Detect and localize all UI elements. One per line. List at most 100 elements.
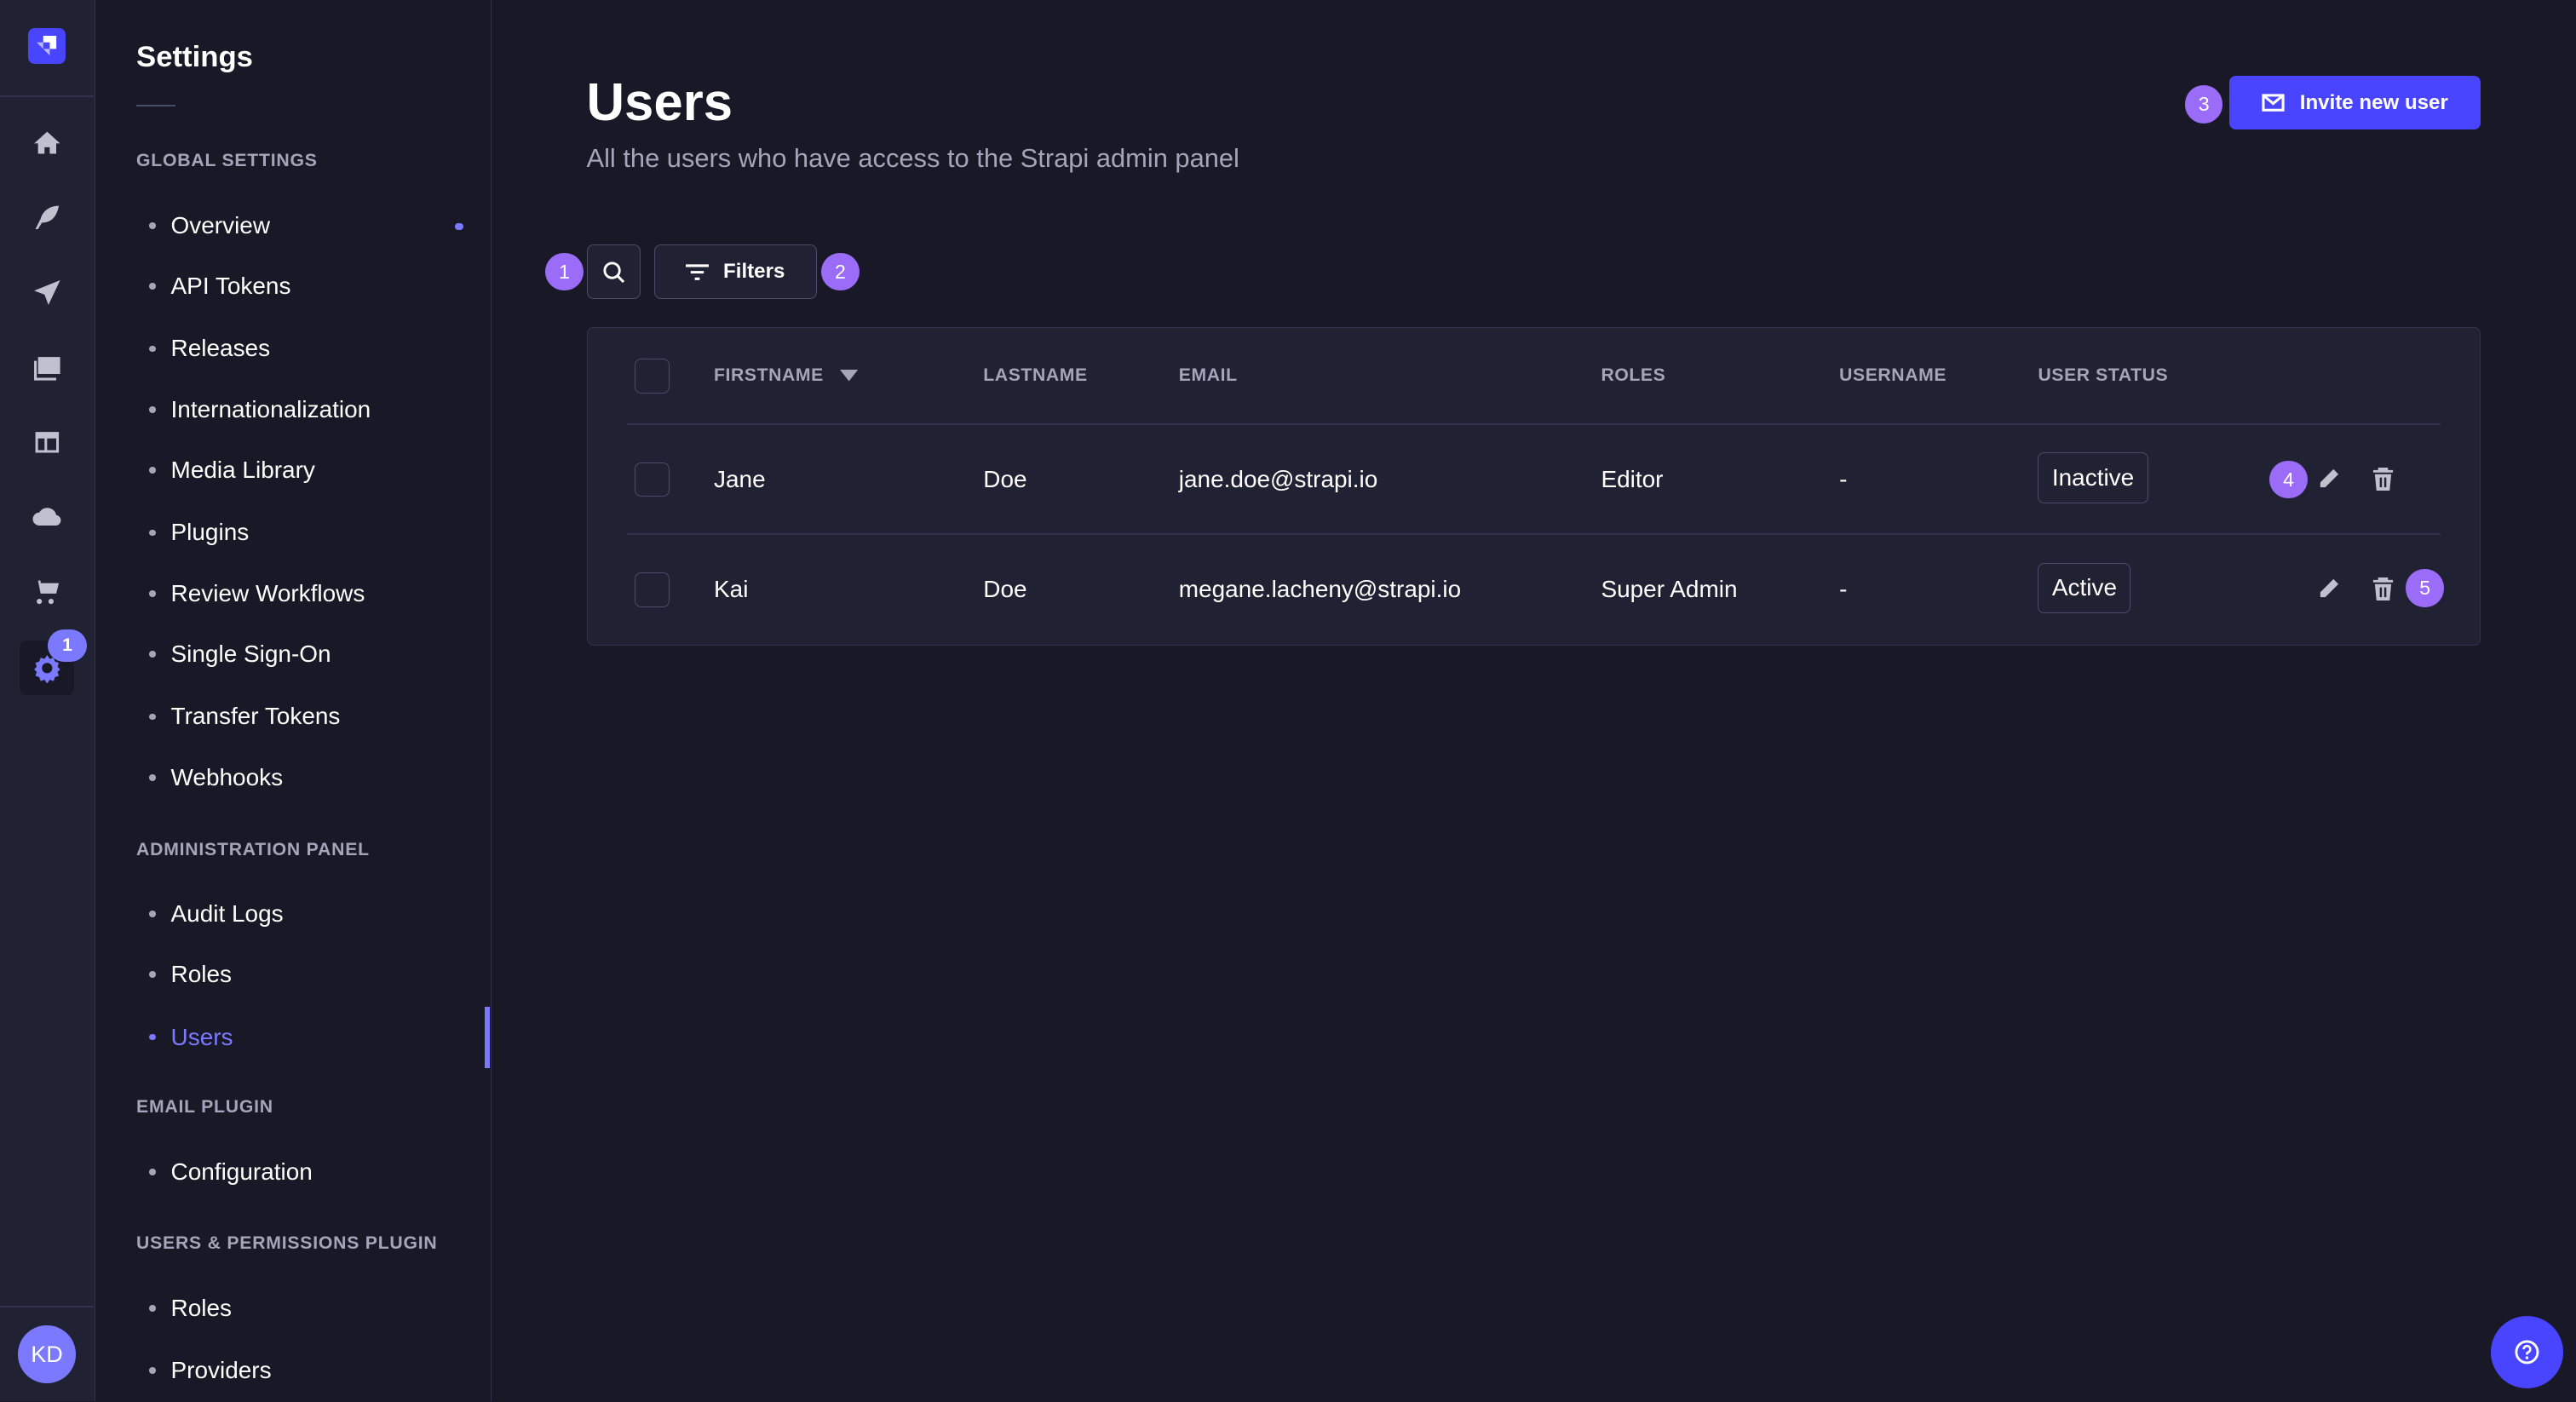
divider	[626, 532, 2441, 535]
annotation-badge: 1	[545, 253, 584, 291]
media-library-icon[interactable]	[20, 340, 74, 394]
question-icon	[2515, 1340, 2539, 1365]
page-title: Users	[586, 72, 733, 132]
sidebar-item-label: Releases	[170, 335, 271, 362]
status-badge: Active	[2038, 562, 2131, 614]
sidebar-item-configuration[interactable]: Configuration	[149, 1158, 313, 1186]
column-header-email[interactable]: EMAIL	[1178, 365, 1238, 386]
sidebar-item-label: Internationalization	[170, 395, 371, 422]
users-table: FIRSTNAME LASTNAME EMAIL ROLES USERNAME …	[586, 326, 2481, 646]
edit-pencil-icon[interactable]	[2317, 577, 2340, 600]
home-icon[interactable]	[20, 117, 74, 171]
help-button[interactable]	[2490, 1315, 2563, 1388]
cell-firstname: Jane	[714, 465, 766, 492]
sidebar-item-label: Providers	[170, 1357, 272, 1384]
page-subtitle: All the users who have access to the Str…	[586, 142, 1239, 173]
sidebar-item-label: Audit Logs	[170, 899, 284, 927]
sidebar-item-label: Users	[170, 1023, 233, 1050]
cell-email: megane.lacheny@strapi.io	[1178, 575, 1462, 602]
search-icon	[603, 261, 624, 283]
select-all-checkbox[interactable]	[635, 359, 670, 394]
sidebar-item-overview[interactable]: Overview	[149, 212, 270, 239]
column-header-username[interactable]: USERNAME	[1839, 365, 1947, 386]
sidebar-item-label: Transfer Tokens	[170, 703, 341, 730]
sidebar-item-review-workflows[interactable]: Review Workflows	[149, 580, 365, 607]
new-indicator-dot	[455, 223, 463, 230]
row-checkbox[interactable]	[635, 572, 670, 607]
annotation-badge: 3	[2185, 85, 2223, 124]
filter-icon	[685, 263, 709, 280]
divider	[626, 422, 2441, 425]
sidebar-item-roles[interactable]: Roles	[149, 961, 232, 988]
annotation-badge: 4	[2269, 460, 2308, 499]
main-nav: 1 KD	[0, 0, 95, 1402]
sidebar-item-webhooks[interactable]: Webhooks	[149, 764, 283, 791]
sidebar-item-label: Roles	[170, 961, 232, 988]
divider	[0, 95, 94, 97]
invite-new-user-button[interactable]: Invite new user	[2229, 75, 2481, 130]
strapi-logo-icon[interactable]	[27, 27, 66, 65]
sidebar-item-plugins[interactable]: Plugins	[149, 519, 249, 546]
column-header-firstname[interactable]: FIRSTNAME	[714, 365, 859, 386]
divider	[136, 105, 176, 107]
cell-lastname: Doe	[983, 465, 1027, 492]
cloud-icon[interactable]	[20, 490, 74, 544]
sidebar-item-internationalization[interactable]: Internationalization	[149, 396, 371, 423]
section-administration-panel: ADMINISTRATION PANEL	[136, 839, 370, 859]
selected-indicator	[484, 1007, 490, 1068]
filters-button[interactable]: Filters	[653, 244, 817, 299]
envelope-icon	[2262, 94, 2286, 112]
section-email-plugin: EMAIL PLUGIN	[136, 1097, 273, 1118]
sidebar-item-users[interactable]: Users	[149, 1024, 233, 1051]
row-checkbox[interactable]	[635, 462, 670, 497]
sidebar-item-up-roles[interactable]: Roles	[149, 1295, 232, 1322]
cell-lastname: Doe	[983, 575, 1027, 602]
status-badge: Inactive	[2038, 452, 2148, 504]
filters-label: Filters	[723, 260, 785, 284]
sidebar-item-label: Media Library	[170, 457, 315, 484]
sidebar-item-audit-logs[interactable]: Audit Logs	[149, 899, 284, 928]
section-users-permissions-plugin: USERS & PERMISSIONS PLUGIN	[136, 1233, 438, 1254]
content-manager-icon[interactable]	[20, 191, 74, 245]
cell-firstname: Kai	[714, 575, 749, 602]
sidebar-item-media-library[interactable]: Media Library	[149, 457, 315, 484]
sidebar-item-label: Configuration	[170, 1158, 313, 1185]
search-button[interactable]	[586, 244, 641, 299]
content-type-builder-icon[interactable]	[20, 416, 74, 470]
sidebar-item-label: Review Workflows	[170, 579, 365, 606]
trash-icon[interactable]	[2372, 577, 2395, 600]
annotation-badge: 5	[2406, 569, 2444, 607]
sidebar-item-label: Overview	[170, 211, 271, 238]
edit-pencil-icon[interactable]	[2317, 468, 2340, 491]
settings-notification-badge: 1	[47, 629, 88, 663]
marketplace-icon[interactable]	[20, 565, 74, 619]
cell-roles: Editor	[1601, 465, 1664, 492]
trash-icon[interactable]	[2372, 467, 2395, 491]
sidebar-item-api-tokens[interactable]: API Tokens	[149, 273, 290, 300]
invite-label: Invite new user	[2299, 90, 2448, 114]
annotation-badge: 2	[821, 253, 860, 291]
sidebar-item-releases[interactable]: Releases	[149, 335, 270, 362]
sidebar-item-label: Plugins	[170, 519, 250, 546]
releases-icon[interactable]	[20, 266, 74, 320]
column-header-roles: ROLES	[1601, 365, 1666, 386]
sidebar-item-providers[interactable]: Providers	[149, 1357, 272, 1384]
cell-roles: Super Admin	[1601, 575, 1738, 602]
sidebar-title: Settings	[136, 41, 253, 74]
sidebar-item-label: API Tokens	[170, 273, 291, 300]
column-header-lastname[interactable]: LASTNAME	[983, 365, 1088, 386]
section-global-settings: GLOBAL SETTINGS	[136, 151, 318, 171]
sidebar-item-label: Webhooks	[170, 763, 284, 790]
cell-email: jane.doe@strapi.io	[1178, 465, 1378, 492]
column-label: FIRSTNAME	[714, 365, 824, 386]
sidebar-item-transfer-tokens[interactable]: Transfer Tokens	[149, 703, 340, 730]
sidebar-item-label: Roles	[170, 1294, 232, 1321]
sidebar-item-label: Single Sign-On	[170, 641, 331, 668]
cell-username: -	[1839, 575, 1848, 602]
avatar[interactable]: KD	[18, 1325, 76, 1383]
cell-username: -	[1839, 465, 1848, 492]
settings-sidebar: Settings GLOBAL SETTINGS Overview API To…	[95, 0, 492, 1402]
sidebar-item-single-sign-on[interactable]: Single Sign-On	[149, 641, 331, 668]
divider	[0, 1306, 94, 1308]
sort-descending-icon	[840, 370, 859, 382]
